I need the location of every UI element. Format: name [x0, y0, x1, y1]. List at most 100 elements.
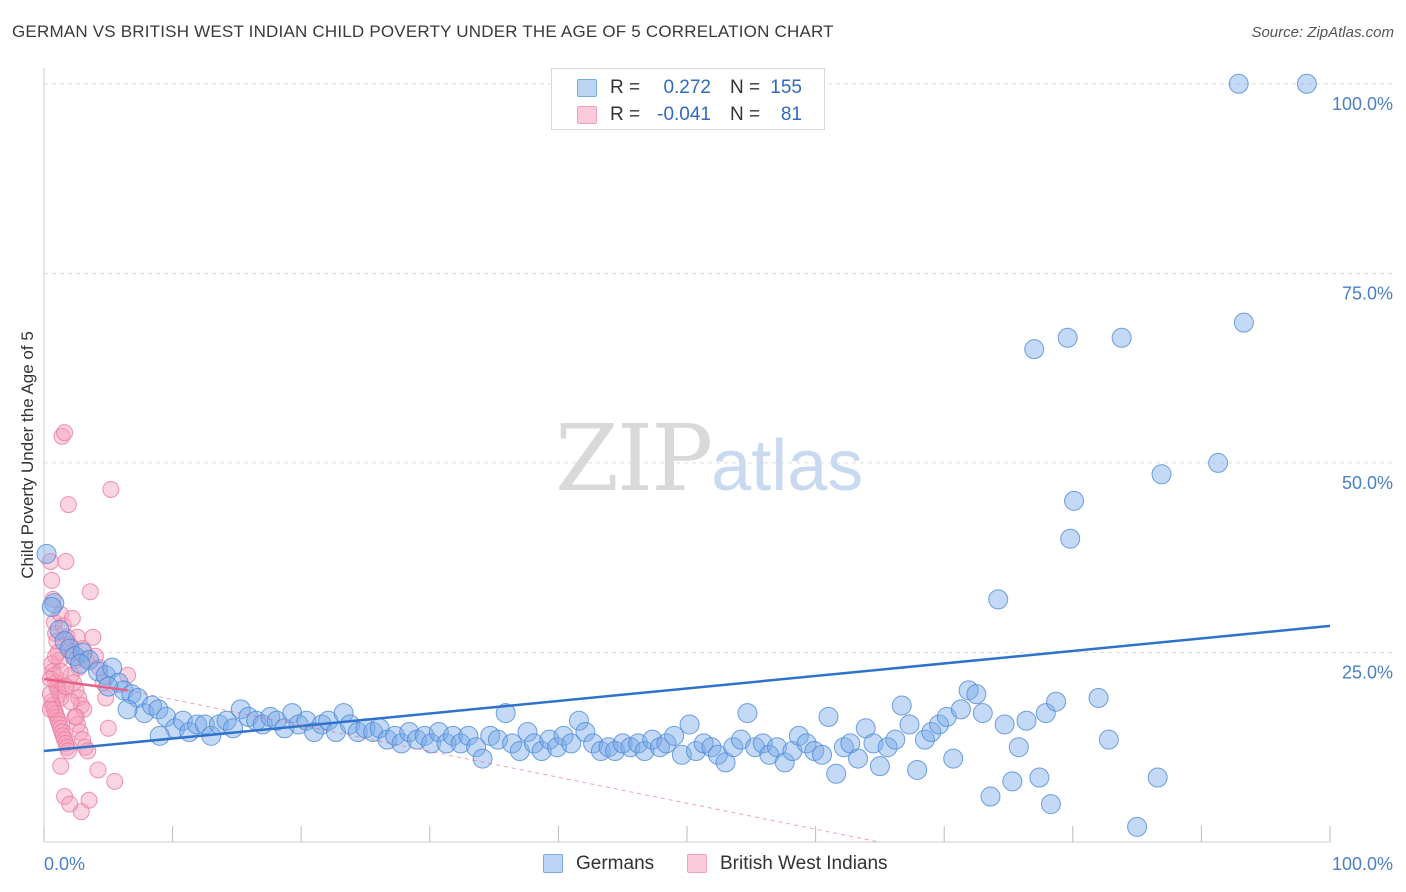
data-point: [148, 699, 169, 720]
trend-line-germans: [43, 624, 1331, 753]
data-point: [1127, 816, 1148, 837]
data-point: [972, 703, 993, 724]
data-point: [41, 700, 59, 718]
legend-r-value: 0.272: [663, 77, 711, 98]
data-point: [885, 729, 906, 750]
data-point: [649, 737, 670, 758]
chart-title: GERMAN VS BRITISH WEST INDIAN CHILD POVE…: [12, 22, 834, 41]
grid-lines: [44, 83, 1392, 653]
series-legend-swatch-germans: [543, 854, 563, 873]
series-legend: Germans British West Indians: [0, 852, 1406, 878]
data-point: [62, 693, 80, 711]
data-point: [994, 714, 1015, 735]
data-point: [81, 583, 99, 601]
data-point: [737, 703, 758, 724]
data-point: [1228, 73, 1249, 94]
data-point: [833, 737, 854, 758]
data-point: [442, 725, 463, 746]
x-tick-label: 0.0%: [44, 854, 85, 874]
data-point: [502, 733, 523, 754]
data-point: [70, 653, 91, 674]
legend-r-value: -0.041: [657, 104, 711, 125]
data-point: [907, 759, 928, 780]
legend-row-germans: R = 0.272 N = 155: [552, 75, 824, 101]
data-point: [67, 708, 85, 726]
y-tick-label: 25.0%: [1342, 662, 1393, 682]
series-british-west-indians: [41, 424, 137, 821]
data-point: [899, 714, 920, 735]
data-point: [187, 714, 208, 735]
data-point: [1057, 327, 1078, 348]
data-point: [1064, 490, 1085, 511]
watermark-zip: ZIP: [555, 405, 713, 512]
data-point: [421, 733, 442, 754]
data-point: [1088, 687, 1109, 708]
data-point: [679, 714, 700, 735]
data-point: [929, 714, 950, 735]
data-point: [86, 647, 104, 665]
series-legend-label-british-west-indians: British West Indians: [720, 853, 888, 874]
legend-n-label: N =: [730, 104, 761, 125]
data-point: [1208, 452, 1229, 473]
correlation-legend: R = 0.272 N = 155 R = -0.041 N = 81: [551, 68, 825, 130]
data-point: [41, 552, 59, 570]
data-point: [583, 733, 604, 754]
data-point: [723, 737, 744, 758]
data-point: [495, 703, 516, 724]
data-point: [68, 628, 86, 646]
data-point: [41, 596, 62, 617]
data-point: [553, 725, 574, 746]
data-point: [943, 748, 964, 769]
chart-source: Source: ZipAtlas.com: [1251, 24, 1394, 41]
trend-line-british-west-indians: [43, 677, 128, 692]
series-legend-swatch-british-west-indians: [687, 854, 707, 873]
data-point: [561, 733, 582, 754]
data-point: [117, 699, 138, 720]
data-point: [1151, 464, 1172, 485]
y-tick-label: 50.0%: [1342, 473, 1393, 493]
data-point: [1147, 767, 1168, 788]
data-point: [848, 748, 869, 769]
x-tick-label: 100.0%: [1332, 854, 1393, 874]
data-point: [604, 741, 625, 762]
data-point: [194, 714, 215, 735]
data-point: [1111, 327, 1132, 348]
data-point: [966, 684, 987, 705]
data-point: [77, 651, 95, 669]
data-point: [517, 722, 538, 743]
data-point: [59, 496, 77, 514]
data-point: [84, 628, 102, 646]
data-point: [1024, 339, 1045, 360]
legend-r-label: R =: [610, 104, 641, 125]
data-point: [891, 695, 912, 716]
watermark-atlas: atlas: [711, 426, 864, 506]
tick-labels: 25.0% 50.0% 75.0% 100.0% 0.0% 100.0%: [44, 94, 1393, 874]
series-legend-label-germans: Germans: [576, 853, 655, 874]
data-point: [99, 719, 117, 737]
data-point: [399, 722, 420, 743]
data-point: [63, 643, 81, 661]
data-point: [52, 757, 70, 775]
data-point: [575, 722, 596, 743]
data-point: [796, 733, 817, 754]
data-point: [656, 733, 677, 754]
data-point: [1008, 737, 1029, 758]
data-point: [56, 424, 74, 442]
data-point: [63, 609, 81, 627]
data-point: [1016, 710, 1037, 731]
legend-n-label: N =: [730, 77, 761, 98]
data-point: [877, 737, 898, 758]
data-point: [1098, 729, 1119, 750]
data-point: [106, 772, 124, 790]
data-point: [450, 733, 471, 754]
data-point: [52, 662, 70, 680]
data-point: [43, 571, 61, 589]
data-point: [102, 657, 123, 678]
y-tick-label: 75.0%: [1342, 283, 1393, 303]
legend-n-value: 155: [770, 77, 802, 98]
trend-lines: [43, 624, 1331, 843]
data-point: [869, 756, 890, 777]
data-point: [89, 761, 107, 779]
data-point: [1035, 703, 1056, 724]
